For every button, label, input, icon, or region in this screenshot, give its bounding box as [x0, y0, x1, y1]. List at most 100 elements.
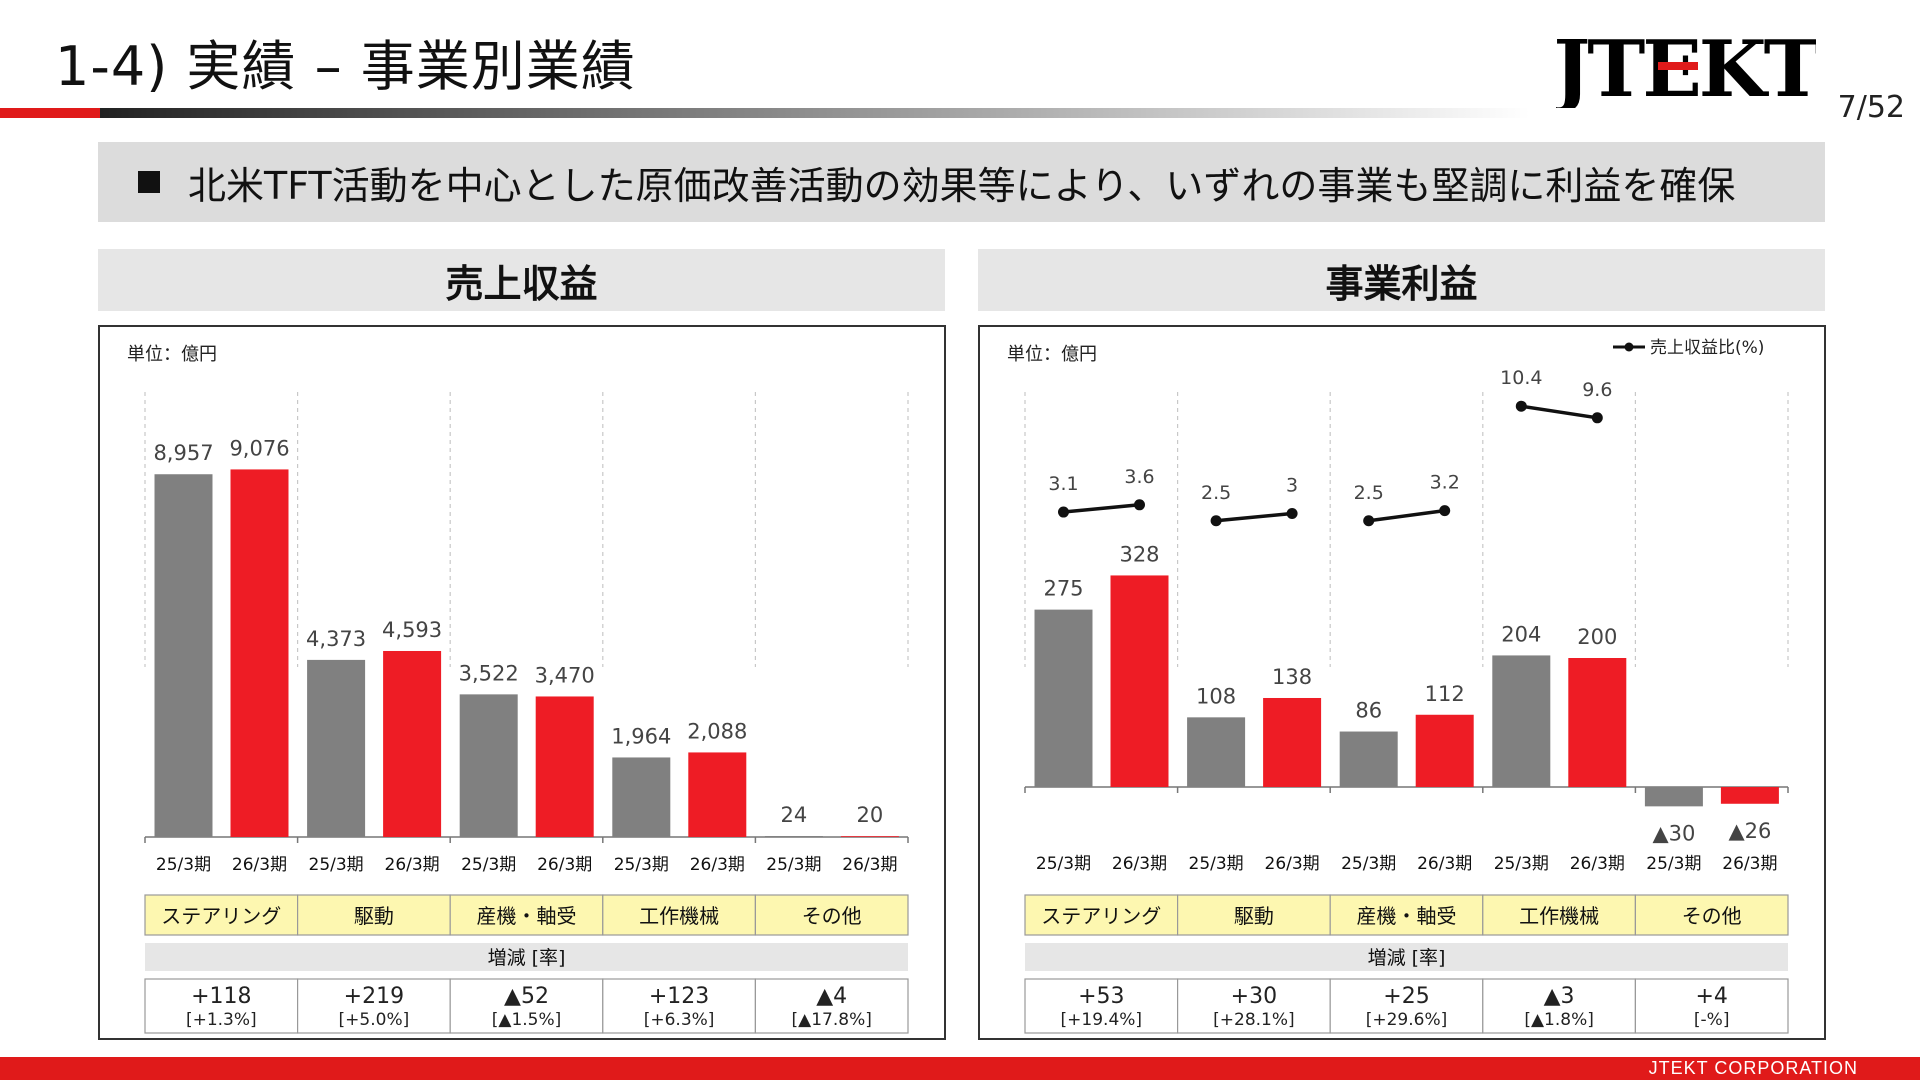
- ratio-marker: [1439, 505, 1451, 517]
- segment-label: 工作機械: [1519, 904, 1599, 928]
- segment-cell: [144, 894, 299, 936]
- segment-label: ステアリング: [161, 904, 281, 928]
- change-value: +4: [1695, 984, 1727, 1009]
- bar-26-3: [688, 752, 747, 837]
- change-cell: [297, 978, 451, 1034]
- ratio-marker: [1286, 508, 1298, 519]
- change-value: +30: [1231, 984, 1277, 1009]
- bar-value-label: 108: [1196, 684, 1236, 708]
- profit-panel-title: 事業利益: [978, 249, 1825, 311]
- segment-cell: [754, 894, 909, 936]
- period-label: 26/3期: [232, 855, 287, 875]
- ratio-marker: [1210, 515, 1222, 527]
- change-cell: [1024, 978, 1179, 1034]
- change-header-bg: [145, 943, 908, 971]
- ratio-label: 2.5: [1354, 482, 1384, 504]
- change-header: 増減 [率]: [488, 947, 566, 969]
- profit-chart: 単位：億円 275 25/3期 328 26/3期 108 25/3期 138 26/3期 86 2…: [1007, 338, 1789, 1034]
- bar-26-3: [535, 696, 594, 837]
- bar-value-label: 86: [1355, 699, 1382, 723]
- ratio-marker: [1515, 400, 1527, 412]
- change-cell: [1634, 978, 1789, 1034]
- period-label: 26/3期: [385, 855, 440, 875]
- segment-cell: [1329, 894, 1484, 936]
- change-cell: [1329, 978, 1484, 1034]
- ratio-marker: [1591, 412, 1603, 424]
- bar-value-label: 4,373: [306, 627, 366, 651]
- segment-label: 駆動: [1234, 904, 1274, 928]
- change-rate: [▲1.5%]: [492, 1010, 562, 1030]
- bar-value-label: 328: [1119, 542, 1159, 566]
- jtekt-logo: JTEKT: [1556, 28, 1816, 108]
- period-label: 25/3期: [1494, 854, 1549, 874]
- logo-accent: [1658, 62, 1698, 70]
- segment-cell: [602, 894, 756, 936]
- change-value: +25: [1383, 984, 1429, 1009]
- period-label: 26/3期: [1112, 854, 1167, 874]
- bar-26-3: [383, 650, 442, 837]
- summary-banner: 北米TFT活動を中心とした原価改善活動の効果等により、いずれの事業も堅調に利益を…: [98, 142, 1825, 222]
- change-cell: [602, 978, 756, 1034]
- period-label: 25/3期: [309, 855, 364, 875]
- change-value: ▲3: [1544, 984, 1575, 1009]
- bar-25-3: [307, 659, 366, 837]
- bar-value-label: 8,957: [153, 441, 213, 465]
- change-rate: [+1.3%]: [186, 1010, 257, 1030]
- segment-cell: [1024, 894, 1179, 936]
- change-rate: [+19.4%]: [1061, 1010, 1143, 1030]
- change-cell: [1177, 978, 1331, 1034]
- ratio-label: 3.1: [1048, 473, 1078, 495]
- segment-cell: [1177, 894, 1331, 936]
- unit-label: 単位：億円: [127, 344, 217, 365]
- ratio-label: 3: [1286, 475, 1298, 497]
- ratio-label: 10.4: [1500, 367, 1542, 389]
- period-label: 25/3期: [1341, 854, 1396, 874]
- change-cell: [449, 978, 604, 1034]
- bar-value-label: 4,593: [382, 618, 442, 642]
- bullet-square-icon: [138, 171, 160, 193]
- bar-value-label: 204: [1501, 622, 1541, 646]
- revenue-chart-panel: 単位：億円 8,957 25/3期 9,076 26/3期 4,373 25/3期 4,593…: [98, 325, 946, 1040]
- bar-value-label: 1,964: [611, 724, 671, 748]
- bar-25-3: [1187, 717, 1246, 787]
- ratio-line: [1063, 503, 1140, 514]
- footer-company: JTEKT CORPORATION: [1648, 1058, 1858, 1078]
- title-underline: [0, 108, 1530, 118]
- change-value: +219: [344, 984, 404, 1009]
- bar-value-label: 2,088: [687, 719, 747, 743]
- bar-25-3: [154, 474, 213, 837]
- change-rate: [+28.1%]: [1213, 1010, 1295, 1030]
- legend-marker: [1624, 342, 1634, 352]
- period-label: 25/3期: [156, 855, 211, 875]
- segment-label: その他: [1682, 904, 1742, 928]
- segment-cell: [297, 894, 451, 936]
- period-label: 26/3期: [690, 855, 745, 875]
- change-rate: [+29.6%]: [1366, 1010, 1448, 1030]
- ratio-label: 3.6: [1124, 466, 1154, 488]
- profit-chart-panel: 単位：億円 275 25/3期 328 26/3期 108 25/3期 138 26/3期 86 2…: [978, 325, 1826, 1040]
- ratio-label: 3.2: [1430, 472, 1460, 494]
- period-label: 25/3期: [1189, 854, 1244, 874]
- footer-bar: JTEKT CORPORATION: [0, 1057, 1920, 1080]
- ratio-marker: [1134, 499, 1145, 511]
- bar-value-label: 138: [1272, 665, 1312, 689]
- bar-value-label: 275: [1043, 577, 1083, 601]
- segment-cell: [1482, 894, 1636, 936]
- segment-label: 産機・軸受: [1357, 904, 1457, 928]
- change-value: +53: [1078, 984, 1124, 1009]
- revenue-chart: 単位：億円 8,957 25/3期 9,076 26/3期 4,373 25/3期 4,593…: [127, 344, 909, 1034]
- bar-25-3: [764, 836, 823, 837]
- bar-25-3: [1339, 731, 1398, 787]
- bar-26-3: [1110, 575, 1169, 787]
- change-value: +123: [649, 984, 709, 1009]
- change-rate: [+5.0%]: [339, 1010, 410, 1030]
- change-value: +118: [191, 984, 251, 1009]
- bar-25-3: [459, 694, 518, 837]
- change-rate: [-%]: [1694, 1010, 1730, 1030]
- segment-cell: [1634, 894, 1789, 936]
- bar-value-label: 3,522: [459, 661, 519, 685]
- ratio-label: 9.6: [1582, 379, 1612, 401]
- page-number: 7/52: [1837, 90, 1905, 125]
- segment-label: 駆動: [354, 904, 394, 928]
- period-label: 26/3期: [537, 855, 592, 875]
